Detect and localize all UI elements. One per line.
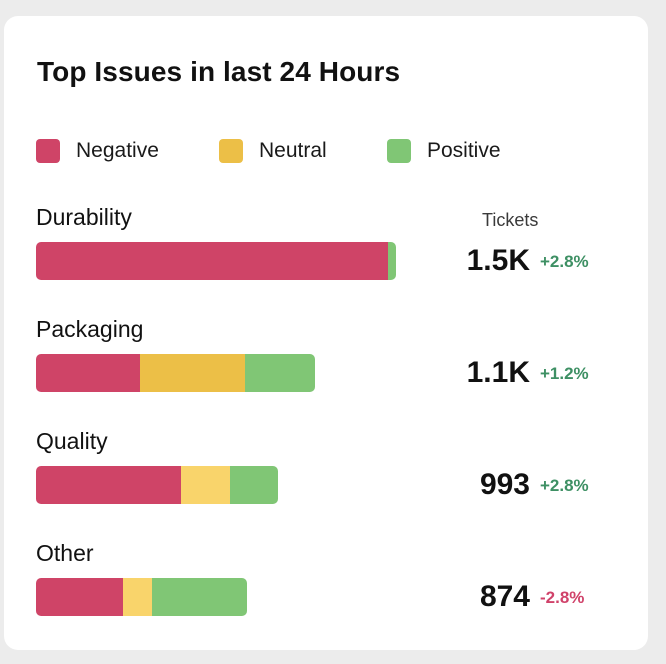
bar-segment-negative	[36, 578, 124, 616]
ticket-change: +2.8%	[540, 252, 589, 271]
issue-row: Durability 1.5K +2.8%	[36, 204, 626, 304]
legend-swatch-negative	[36, 139, 60, 163]
ticket-count: 874	[479, 580, 530, 613]
top-issues-card: Top Issues in last 24 Hours Negative Neu…	[4, 16, 648, 650]
issue-row: Packaging 1.1K +1.2%	[36, 316, 626, 416]
legend-label-neutral: Neutral	[259, 139, 327, 162]
tickets-column-header: Tickets	[482, 210, 539, 230]
bar-segment-positive	[244, 354, 315, 392]
issue-label: Packaging	[36, 316, 144, 342]
stacked-bar	[36, 242, 396, 280]
stacked-bar	[36, 354, 315, 392]
stacked-bar	[36, 578, 247, 616]
bar-segment-neutral	[123, 578, 153, 616]
card-title: Top Issues in last 24 Hours	[37, 56, 401, 87]
legend-swatch-neutral	[219, 139, 243, 163]
legend-swatch-positive	[387, 139, 411, 163]
stacked-bar	[36, 466, 278, 504]
ticket-change: +1.2%	[540, 364, 589, 383]
legend-label-positive: Positive	[427, 139, 501, 162]
bar-segment-neutral	[140, 354, 245, 392]
ticket-change: -2.8%	[540, 588, 585, 607]
bar-segment-positive	[152, 578, 247, 616]
bar-segment-positive	[387, 242, 396, 280]
issue-label: Durability	[36, 204, 132, 230]
issue-row: Quality 993 +2.8%	[36, 428, 626, 528]
ticket-count: 1.1K	[466, 356, 530, 389]
bar-segment-negative	[36, 242, 388, 280]
legend-label-negative: Negative	[76, 139, 159, 162]
bar-segment-negative	[36, 354, 141, 392]
bar-segment-negative	[36, 466, 182, 504]
ticket-count: 1.5K	[466, 244, 530, 277]
bar-segment-positive	[229, 466, 278, 504]
ticket-change: +2.8%	[540, 476, 589, 495]
ticket-count: 993	[479, 468, 530, 501]
issue-label: Quality	[36, 428, 108, 454]
issue-label: Other	[36, 540, 94, 566]
bar-segment-neutral	[181, 466, 230, 504]
issue-row: Other 874 -2.8%	[36, 540, 626, 640]
